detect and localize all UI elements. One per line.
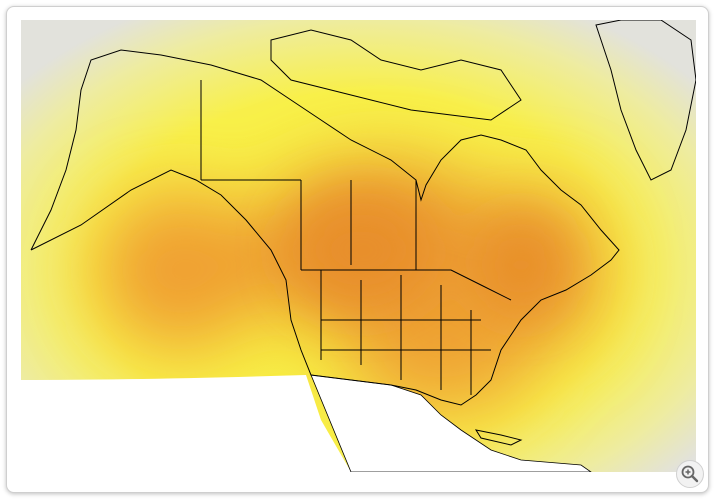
no-data-area — [21, 375, 351, 472]
zoom-icon — [681, 465, 699, 483]
coastlines — [30, 20, 696, 446]
heat-map — [21, 20, 696, 472]
heat-core — [291, 195, 561, 310]
map-card — [6, 6, 709, 493]
zoom-button[interactable] — [676, 460, 704, 488]
